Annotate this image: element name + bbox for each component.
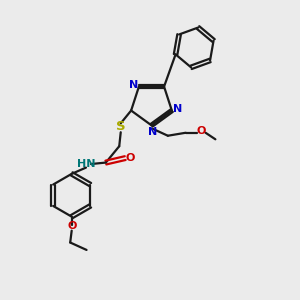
Text: N: N	[129, 80, 138, 90]
Text: N: N	[172, 104, 182, 114]
Text: HN: HN	[77, 159, 95, 169]
Text: O: O	[196, 126, 206, 136]
Text: N: N	[148, 127, 158, 137]
Text: O: O	[67, 221, 76, 231]
Text: S: S	[116, 120, 125, 134]
Text: O: O	[126, 153, 135, 163]
